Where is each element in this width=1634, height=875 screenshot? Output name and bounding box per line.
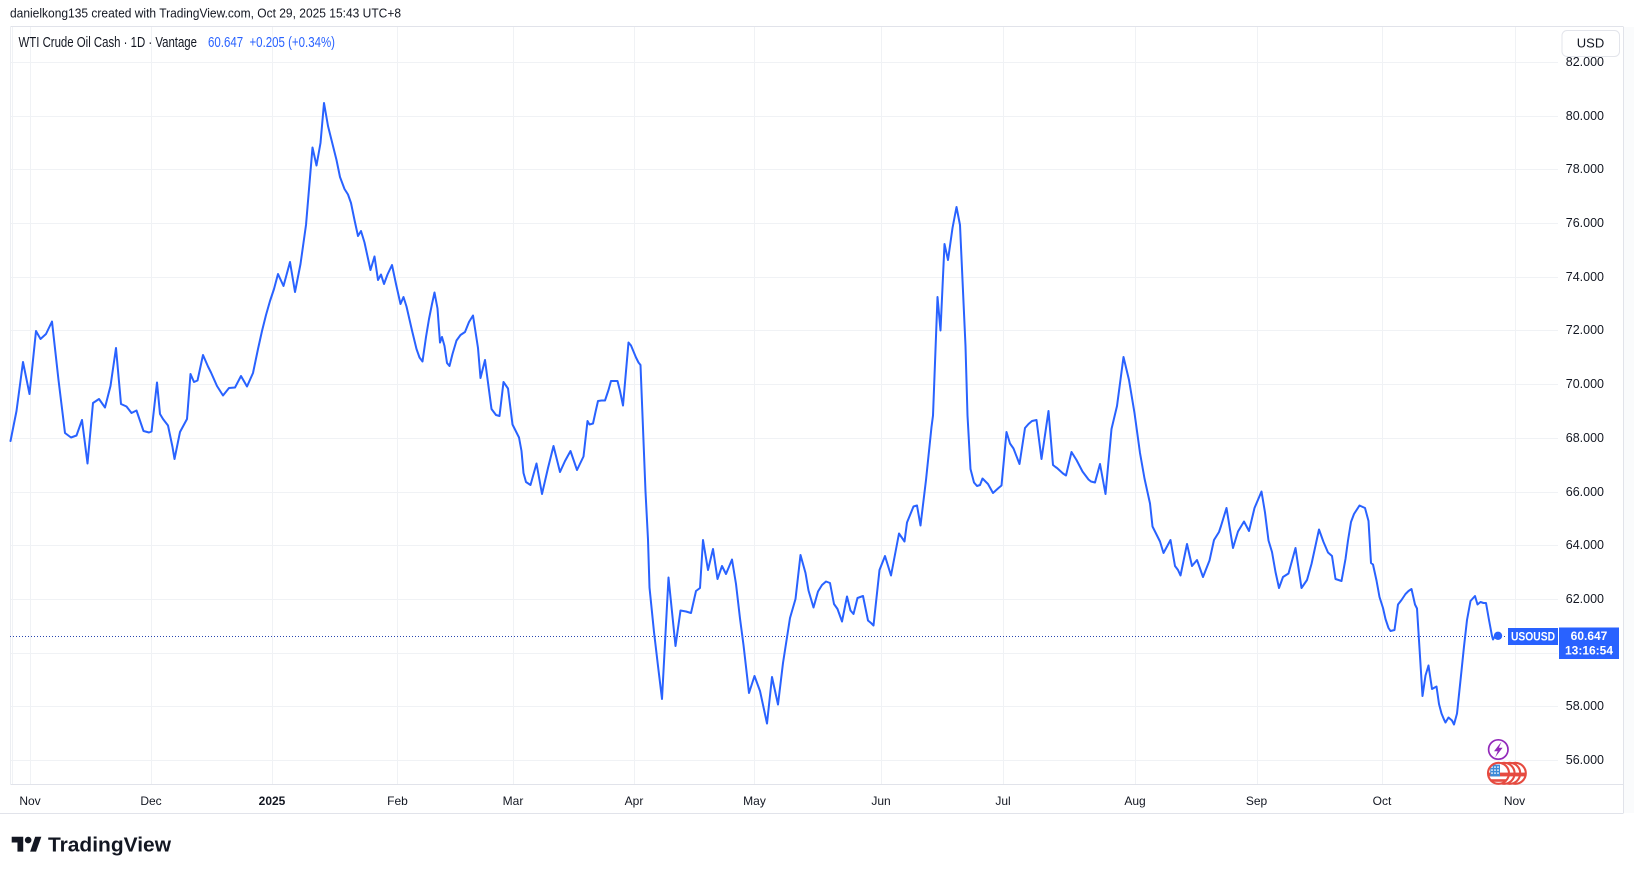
svg-text:13:16:54: 13:16:54 bbox=[1565, 644, 1613, 658]
svg-text:60.647 +0.205 (+0.34%): 60.647 +0.205 (+0.34%) bbox=[208, 35, 335, 51]
svg-text:78.000: 78.000 bbox=[1566, 162, 1604, 176]
svg-text:danielkong135 created with Tra: danielkong135 created with TradingView.c… bbox=[10, 6, 401, 21]
svg-text:70.000: 70.000 bbox=[1566, 377, 1604, 391]
svg-text:76.000: 76.000 bbox=[1566, 216, 1604, 230]
svg-text:60.647: 60.647 bbox=[1571, 629, 1608, 643]
svg-text:Feb: Feb bbox=[387, 794, 408, 808]
svg-text:82.000: 82.000 bbox=[1566, 55, 1604, 69]
svg-text:USOUSD: USOUSD bbox=[1511, 632, 1555, 644]
svg-text:62.000: 62.000 bbox=[1566, 592, 1604, 606]
svg-text:72.000: 72.000 bbox=[1566, 323, 1604, 337]
svg-text:Nov: Nov bbox=[1504, 794, 1525, 808]
svg-text:Nov: Nov bbox=[19, 794, 40, 808]
svg-text:Sep: Sep bbox=[1246, 794, 1268, 808]
svg-text:Apr: Apr bbox=[625, 794, 644, 808]
svg-text:56.000: 56.000 bbox=[1566, 753, 1604, 767]
svg-text:58.000: 58.000 bbox=[1566, 699, 1604, 713]
svg-text:Jul: Jul bbox=[995, 794, 1010, 808]
svg-text:Oct: Oct bbox=[1373, 794, 1392, 808]
svg-text:Mar: Mar bbox=[503, 794, 524, 808]
svg-text:68.000: 68.000 bbox=[1566, 431, 1604, 445]
svg-text:74.000: 74.000 bbox=[1566, 270, 1604, 284]
svg-text:Dec: Dec bbox=[140, 794, 161, 808]
svg-text:USD: USD bbox=[1577, 36, 1604, 51]
svg-text:TradingView: TradingView bbox=[48, 834, 171, 857]
svg-text:66.000: 66.000 bbox=[1566, 485, 1604, 499]
svg-text:2025: 2025 bbox=[259, 794, 286, 808]
svg-text:May: May bbox=[743, 794, 766, 808]
svg-text:WTI Crude Oil Cash · 1D · Vant: WTI Crude Oil Cash · 1D · Vantage bbox=[19, 35, 198, 51]
svg-text:Jun: Jun bbox=[871, 794, 890, 808]
svg-text:80.000: 80.000 bbox=[1566, 109, 1604, 123]
svg-text:64.000: 64.000 bbox=[1566, 538, 1604, 552]
svg-text:Aug: Aug bbox=[1124, 794, 1145, 808]
